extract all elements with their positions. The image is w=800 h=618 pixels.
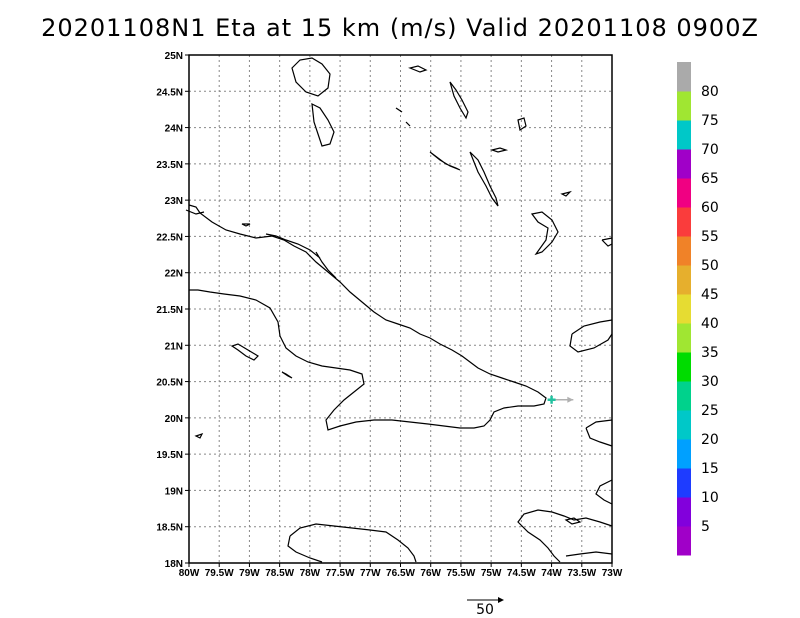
tick-label-lat: 19.5N: [156, 450, 183, 461]
tick-label-lon: 76.5W: [386, 568, 415, 579]
lat-lon-grid: [189, 55, 612, 563]
colorbar-label: 60: [701, 200, 719, 216]
colorbar-swatch: [677, 410, 691, 440]
tick-label-lat: 18N: [165, 559, 183, 570]
colorbar-swatch: [677, 381, 691, 411]
coastline-islet-11: [405, 121, 411, 127]
colorbar-swatch: [677, 178, 691, 208]
coastline-andros: [291, 57, 331, 97]
coastline-islet-10: [395, 107, 403, 113]
coastline-islet-6: [560, 190, 572, 197]
tick-label-lat: 23N: [165, 196, 183, 207]
coastline-islet-9: [241, 223, 251, 227]
tick-label-lat: 24.5N: [156, 87, 183, 98]
colorbar-swatch: [677, 62, 691, 92]
coastline-islet-7: [601, 237, 613, 247]
tick-label-lat: 23.5N: [156, 160, 183, 171]
map-title: 20201108N1 Eta at 15 km (m/s) Valid 2020…: [41, 14, 759, 42]
colorbar-label: 30: [701, 374, 719, 390]
tick-label-lon: 78.5W: [265, 568, 294, 579]
colorbar-label: 10: [701, 490, 719, 506]
coastline-jamaica: [287, 523, 417, 563]
coastline-cat-island: [517, 117, 527, 131]
storm-marker-group: [547, 395, 574, 404]
colorbar-swatch: [677, 526, 691, 556]
colorbar: 5 10 15 20 25 30 35 40 45 50 55 60 65 70 75 80: [677, 62, 719, 556]
colorbar-swatch: [677, 207, 691, 237]
colorbar-swatch: [677, 91, 691, 121]
tick-label-lon: 73W: [602, 568, 623, 579]
coastline-eleuthera: [408, 65, 428, 73]
colorbar-swatch: [677, 294, 691, 324]
colorbar-label: 35: [701, 345, 719, 361]
coastline-islet-2: [281, 371, 293, 379]
colorbar-label: 20: [701, 432, 719, 448]
coastline-exuma: [449, 81, 469, 120]
colorbar-swatch: [677, 323, 691, 353]
coastline-inagua: [569, 319, 613, 353]
colorbar-swatch: [677, 497, 691, 527]
tick-label-lon: 79W: [239, 568, 260, 579]
reference-vector-label: 50: [476, 602, 494, 618]
coastline-cuba: [188, 204, 547, 431]
coastline-acklins: [530, 211, 559, 256]
coastlines: [185, 57, 613, 563]
colorbar-label: 50: [701, 258, 719, 274]
tick-label-lat: 25N: [165, 51, 183, 62]
tick-label-lat: 21.5N: [156, 305, 183, 316]
reference-vector-arrowhead: [498, 597, 504, 603]
colorbar-swatch: [677, 120, 691, 150]
coastline-long-island: [469, 151, 499, 207]
colorbar-label: 80: [701, 84, 719, 100]
colorbar-label: 55: [701, 229, 719, 245]
tick-label-lon: 78W: [300, 568, 321, 579]
tick-label-lat: 22.5N: [156, 232, 183, 243]
tick-label-lat: 20.5N: [156, 378, 183, 389]
tick-label-lat: 18.5N: [156, 523, 183, 534]
colorbar-swatch: [677, 468, 691, 498]
colorbar-label: 75: [701, 113, 719, 129]
tick-label-lon: 74.5W: [507, 568, 536, 579]
storm-center-marker: [547, 395, 556, 404]
coastline-hispaniola: [517, 479, 613, 563]
tick-label-lat: 20N: [165, 414, 183, 425]
storm-motion-arrowhead: [567, 396, 574, 403]
tick-label-lon: 77.5W: [326, 568, 355, 579]
tick-label-lon: 74W: [541, 568, 562, 579]
colorbar-label: 25: [701, 403, 719, 419]
colorbar-label: 45: [701, 287, 719, 303]
coastline-ragged-island: [429, 151, 461, 171]
reference-vector: 50: [467, 597, 504, 618]
tick-label-lon: 80W: [179, 568, 200, 579]
coastline-islet-4: [585, 419, 613, 447]
colorbar-label: 15: [701, 461, 719, 477]
tick-label-lon: 75.5W: [446, 568, 475, 579]
colorbar-label: 5: [701, 519, 710, 535]
colorbar-swatch: [677, 149, 691, 179]
colorbar-label: 70: [701, 142, 719, 158]
coastline-cays: [265, 233, 337, 279]
coastline-islet-1: [230, 343, 259, 361]
colorbar-swatch: [677, 265, 691, 295]
tick-label-lat: 19N: [165, 486, 183, 497]
tick-label-lon: 75W: [481, 568, 502, 579]
tick-label-lat: 22N: [165, 269, 183, 280]
tick-label-lon: 76W: [420, 568, 441, 579]
tick-label-lon: 79.5W: [205, 568, 234, 579]
coastline-andros-south: [311, 102, 335, 147]
colorbar-swatch: [677, 236, 691, 266]
tick-label-lat: 21N: [165, 341, 183, 352]
tick-label-lat: 24N: [165, 124, 183, 135]
colorbar-swatch: [677, 439, 691, 469]
colorbar-swatch: [677, 352, 691, 382]
tick-label-lon: 73.5W: [567, 568, 596, 579]
tick-label-lon: 77W: [360, 568, 381, 579]
colorbar-label: 40: [701, 316, 719, 332]
colorbar-label: 65: [701, 171, 719, 187]
coastline-islet-5: [489, 147, 509, 153]
axis-ticks: 80W 79.5W 79W 78.5W 78W 77.5W 77W 76.5W 76W 75.5W…: [156, 51, 623, 579]
coastline-islet-3: [194, 432, 204, 439]
